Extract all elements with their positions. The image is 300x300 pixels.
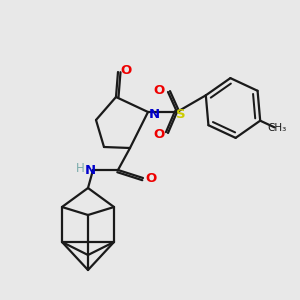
Text: O: O: [153, 83, 165, 97]
Text: N: N: [84, 164, 96, 176]
Text: O: O: [146, 172, 157, 184]
Text: CH₃: CH₃: [267, 123, 286, 133]
Text: N: N: [148, 109, 160, 122]
Text: O: O: [153, 128, 165, 142]
Text: H: H: [76, 163, 84, 176]
Text: O: O: [120, 64, 132, 76]
Text: S: S: [176, 109, 186, 122]
